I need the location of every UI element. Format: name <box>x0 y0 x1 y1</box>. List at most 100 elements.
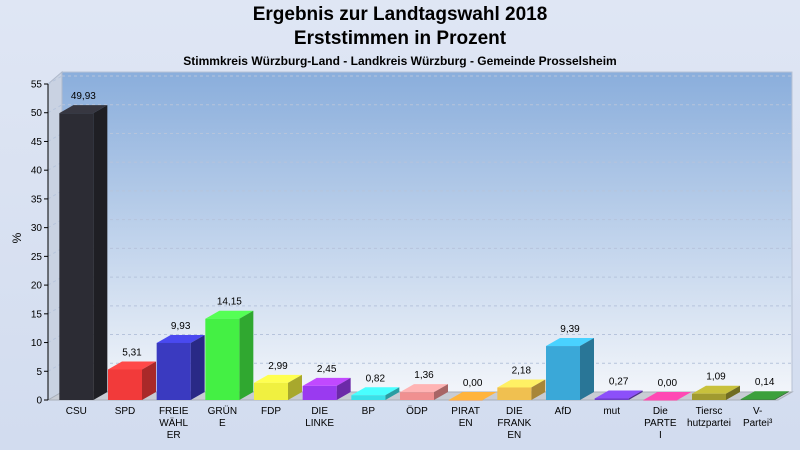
y-tick-label: 45 <box>31 137 43 148</box>
category-label: PARTE <box>644 418 677 429</box>
bar-top <box>692 385 740 394</box>
y-tick-label: 0 <box>36 396 42 407</box>
bar-side <box>580 338 594 400</box>
category-label: ER <box>167 430 181 441</box>
bar-side <box>385 387 400 400</box>
bar-top <box>546 338 594 347</box>
data-label: 0,00 <box>658 378 678 389</box>
bar <box>594 398 629 400</box>
data-label: 2,99 <box>268 361 288 372</box>
bar-top <box>643 392 692 400</box>
chart-title-line-2: Erststimmen in Prozent <box>293 28 507 49</box>
bar <box>400 392 434 400</box>
bar <box>643 400 678 401</box>
data-label: 2,18 <box>512 365 532 376</box>
bar <box>156 342 191 400</box>
bar-top <box>108 361 156 370</box>
bar-top <box>740 391 789 400</box>
y-tick-label: 40 <box>31 166 43 177</box>
y-tick-label: 35 <box>31 194 43 205</box>
data-label: 0,00 <box>463 378 483 389</box>
category-label: Partei³ <box>743 418 773 429</box>
y-tick-label: 20 <box>31 281 43 292</box>
bar-side <box>190 334 205 400</box>
y-tick-label: 55 <box>31 80 43 91</box>
bar-top <box>302 377 351 386</box>
category-label: ÖDP <box>406 405 428 417</box>
bar <box>108 369 142 400</box>
category-label: AfD <box>555 406 572 417</box>
category-label: GRÜN <box>208 405 237 417</box>
bar-side <box>628 390 643 400</box>
category-label: EN <box>507 430 521 441</box>
y-tick-label: 30 <box>31 223 43 234</box>
category-label: E <box>219 418 226 429</box>
category-label: SPD <box>115 406 136 417</box>
y-tick-label: 15 <box>31 309 43 320</box>
bar-top <box>400 384 448 393</box>
data-label: 0,14 <box>755 377 775 388</box>
bar-side <box>142 361 156 400</box>
bar-side <box>239 310 254 400</box>
bar <box>448 400 483 401</box>
bar <box>254 382 288 400</box>
bar-top <box>59 105 108 114</box>
bar <box>351 395 386 400</box>
gridline-side <box>47 104 63 114</box>
bar-side <box>531 379 546 400</box>
bar <box>497 387 532 400</box>
bar <box>546 346 580 400</box>
data-label: 5,31 <box>122 347 142 358</box>
category-label: DIE <box>311 406 328 417</box>
bar <box>692 393 726 400</box>
category-label: LINKE <box>305 418 334 429</box>
bar-top <box>254 374 302 383</box>
chart-subtitle: Stimmkreis Würzburg-Land - Landkreis Wür… <box>183 54 617 68</box>
data-label: 1,36 <box>414 370 434 381</box>
data-label: 9,39 <box>560 324 580 335</box>
y-tick-label: 5 <box>36 367 42 378</box>
data-label: 0,82 <box>366 373 386 384</box>
bar <box>205 318 240 400</box>
category-label: mut <box>603 406 620 417</box>
category-label: I <box>659 430 662 441</box>
category-label: hutzpartei <box>687 418 731 429</box>
bar-side <box>774 391 789 400</box>
gridline-side <box>47 75 63 85</box>
bar-top <box>351 387 400 396</box>
category-label: FDP <box>261 406 281 417</box>
category-label: V- <box>753 406 762 417</box>
category-label: FRANK <box>497 418 531 429</box>
data-label: 14,15 <box>217 297 242 308</box>
data-label: 9,93 <box>171 321 191 332</box>
category-label: WÄHL <box>159 417 188 429</box>
category-label: DIE <box>506 406 523 417</box>
bar-side <box>434 384 448 400</box>
bar-top <box>594 390 643 399</box>
data-label: 0,27 <box>609 376 629 387</box>
bar-side <box>336 377 351 400</box>
bar <box>302 385 337 400</box>
y-tick-label: 10 <box>31 338 43 349</box>
chart-title: Ergebnis zur Landtagswahl 2018 <box>252 4 548 25</box>
category-label: FREIE <box>159 406 189 417</box>
y-axis-label: % <box>10 232 24 243</box>
bar-top <box>205 310 254 319</box>
bar <box>59 113 94 400</box>
data-label: 2,45 <box>317 364 337 375</box>
data-label: 1,09 <box>706 372 726 383</box>
bar-top <box>497 379 546 388</box>
category-label: CSU <box>66 406 87 417</box>
bar-side <box>288 374 302 400</box>
category-label: EN <box>459 418 473 429</box>
bar-top <box>448 392 497 400</box>
category-label: BP <box>362 406 376 417</box>
y-tick-label: 25 <box>31 252 43 263</box>
y-tick-label: 50 <box>31 108 43 119</box>
category-label: Die <box>653 406 668 417</box>
bar <box>740 399 775 400</box>
data-label: 49,93 <box>71 91 96 102</box>
bar-side <box>726 385 740 400</box>
category-label: Tiersc <box>696 406 723 417</box>
